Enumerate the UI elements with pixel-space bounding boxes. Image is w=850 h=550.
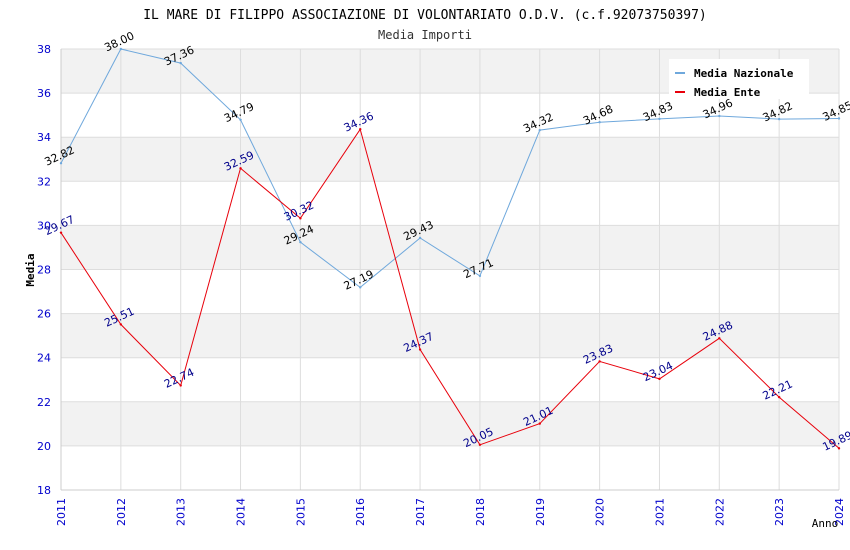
series-line-media-nazionale (60, 48, 840, 289)
grid-band (61, 137, 839, 182)
grid-band (61, 269, 839, 314)
y-tick-label: 38 (37, 43, 51, 56)
x-tick-label: 2012 (115, 498, 128, 526)
data-point-media-ente (777, 395, 781, 399)
legend-label: Media Nazionale (694, 67, 794, 80)
y-tick-label: 32 (37, 175, 51, 188)
data-point-media-ente (598, 360, 601, 363)
x-tick-label: 2011 (55, 498, 68, 526)
legend: Media Nazionale Media Ente (669, 59, 809, 99)
data-point-media-ente (718, 337, 721, 340)
grid-band (61, 225, 839, 270)
data-point-media-nazionale (777, 117, 781, 121)
y-tick-label: 24 (37, 352, 51, 365)
data-point-media-ente (658, 377, 661, 381)
x-tick-label: 2023 (773, 498, 786, 526)
data-point-media-nazionale (837, 117, 841, 120)
grid-band (61, 445, 839, 490)
grid-band (61, 357, 839, 402)
data-point-media-nazionale (179, 61, 182, 65)
grid-band (61, 401, 839, 446)
y-tick-label: 20 (37, 440, 51, 453)
data-point-media-ente (478, 443, 482, 446)
x-tick-label: 2017 (414, 498, 427, 526)
x-tick-label: 2021 (653, 498, 666, 526)
background-bands (61, 49, 839, 490)
y-tick-label: 26 (37, 308, 51, 321)
y-tick-label: 22 (37, 396, 51, 409)
data-point-media-nazionale (299, 240, 302, 244)
series-line-media-ente (60, 128, 840, 449)
x-tick-label: 2024 (833, 498, 846, 526)
data-point-media-nazionale (478, 274, 482, 278)
data-point-media-ente (418, 348, 422, 351)
x-tick-label: 2014 (235, 498, 248, 526)
data-point-media-ente (59, 231, 63, 234)
data-point-media-ente (119, 323, 123, 326)
data-point-media-nazionale (119, 47, 123, 51)
y-tick-label: 34 (37, 131, 51, 144)
y-axis-label: Media (24, 253, 37, 286)
data-point-media-ente (239, 167, 242, 170)
axes (60, 49, 839, 491)
x-tick-label: 2015 (294, 498, 307, 526)
y-tick-label: 18 (37, 484, 51, 497)
data-point-media-nazionale (538, 128, 541, 132)
x-tick-label: 2018 (474, 498, 487, 526)
data-point-media-ente (299, 217, 302, 220)
grid-band (61, 93, 839, 138)
y-tick-label: 28 (37, 264, 51, 277)
x-tick-label: 2016 (354, 498, 367, 526)
data-point-media-ente (837, 447, 841, 450)
x-tick-label: 2020 (594, 498, 607, 526)
data-point-media-ente (359, 128, 362, 131)
x-tick-label: 2013 (175, 498, 188, 526)
chart-subtitle: Media Importi (378, 28, 472, 42)
data-point-media-nazionale (359, 286, 362, 289)
legend-box (669, 59, 809, 99)
data-point-media-ente (538, 422, 541, 425)
x-axis-label: Anno (812, 517, 839, 530)
x-tick-label: 2019 (534, 498, 547, 526)
x-tick-label: 2022 (713, 498, 726, 526)
data-point-media-nazionale (59, 162, 63, 165)
legend-label: Media Ente (694, 86, 761, 99)
data-point-media-nazionale (598, 121, 601, 124)
data-point-media-nazionale (718, 114, 721, 118)
data-point-media-nazionale (658, 117, 661, 121)
data-point-media-nazionale (418, 236, 422, 240)
series-lines (59, 47, 841, 450)
y-tick-label: 30 (37, 219, 51, 232)
data-point-media-ente (179, 384, 182, 387)
data-point-media-nazionale (239, 118, 242, 121)
y-tick-label: 36 (37, 87, 51, 100)
chart-title: IL MARE DI FILIPPO ASSOCIAZIONE DI VOLON… (143, 8, 707, 23)
grid-band (61, 181, 839, 226)
